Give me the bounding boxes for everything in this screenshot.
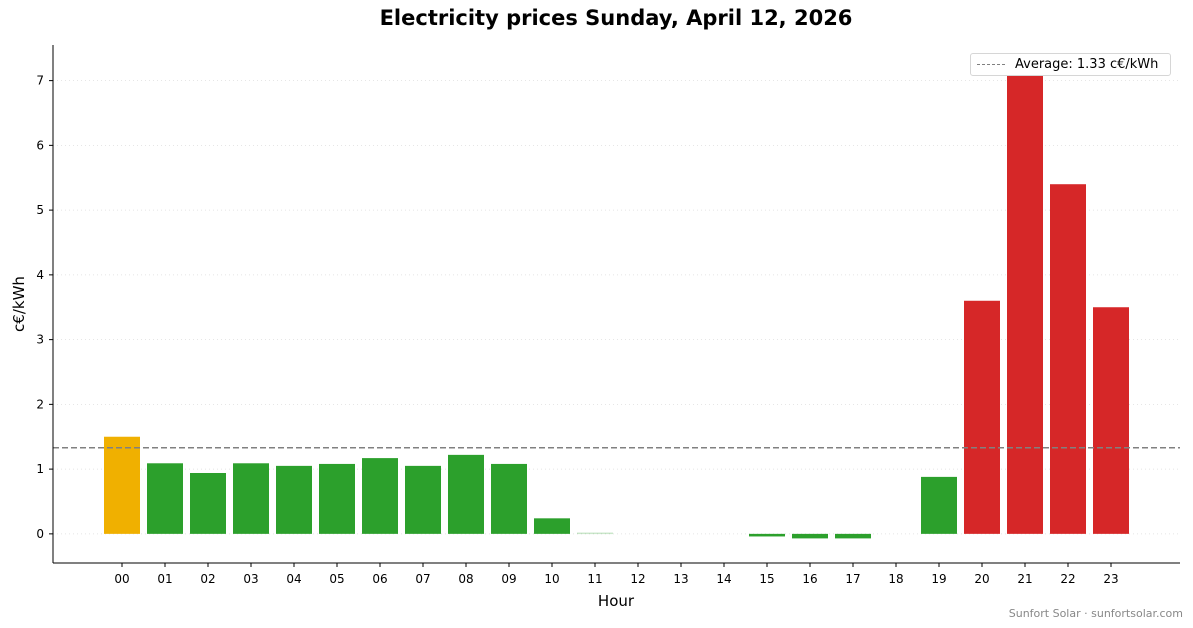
x-tick-label: 05 — [329, 572, 344, 586]
bar-hour-11 — [577, 532, 613, 535]
x-tick-label: 18 — [888, 572, 903, 586]
legend-label: Average: 1.33 c€/kWh — [1015, 57, 1159, 72]
y-tick-label: 6 — [36, 138, 44, 152]
footer-credit: Sunfort Solar · sunfortsolar.com — [1008, 607, 1183, 620]
y-tick-label: 2 — [36, 397, 44, 411]
x-tick-label: 08 — [458, 572, 473, 586]
bar-hour-05 — [319, 463, 355, 534]
x-tick-label: 16 — [802, 572, 817, 586]
x-tick-label: 11 — [587, 572, 602, 586]
bar-hour-02 — [190, 472, 226, 534]
bar-hour-17 — [835, 533, 871, 539]
legend: Average: 1.33 c€/kWh — [970, 53, 1171, 76]
x-tick-label: 00 — [114, 572, 129, 586]
x-ticks: 00 01 02 03 04 05 06 07 08 09 10 11 12 13 14 15 16 17 18 19… — [114, 563, 1119, 586]
y-tick-label: 1 — [36, 462, 44, 476]
x-tick-label: 21 — [1017, 572, 1032, 586]
legend-average-line-swatch — [977, 64, 1005, 65]
chart-title: Electricity prices Sunday, April 12, 202… — [379, 6, 853, 30]
axes — [52, 45, 1180, 564]
x-tick-label: 13 — [673, 572, 688, 586]
x-tick-label: 17 — [845, 572, 860, 586]
x-tick-label: 14 — [716, 572, 731, 586]
x-tick-label: 07 — [415, 572, 430, 586]
x-tick-label: 01 — [157, 572, 172, 586]
y-tick-label: 0 — [36, 527, 44, 541]
y-ticks: 0 1 2 3 4 5 6 7 — [36, 74, 53, 541]
bar-hour-16 — [792, 533, 828, 539]
y-tick-label: 7 — [36, 74, 44, 88]
x-tick-label: 12 — [630, 572, 645, 586]
y-tick-label: 4 — [36, 268, 44, 282]
x-tick-label: 15 — [759, 572, 774, 586]
x-tick-label: 03 — [243, 572, 258, 586]
bar-hour-22 — [1050, 184, 1086, 534]
x-tick-label: 20 — [974, 572, 989, 586]
bar-hour-07 — [405, 465, 441, 534]
x-tick-label: 10 — [544, 572, 559, 586]
bar-hour-20 — [964, 300, 1000, 534]
x-axis-label: Hour — [598, 592, 635, 610]
bar-hour-23 — [1093, 307, 1129, 534]
bar-hour-21 — [1007, 74, 1043, 534]
x-tick-label: 09 — [501, 572, 516, 586]
bar-hour-01 — [147, 463, 183, 534]
bars — [104, 74, 1129, 539]
x-tick-label: 06 — [372, 572, 387, 586]
x-tick-label: 23 — [1103, 572, 1118, 586]
bar-hour-03 — [233, 463, 269, 534]
bar-hour-15 — [749, 533, 785, 537]
x-tick-label: 04 — [286, 572, 301, 586]
x-tick-label: 19 — [931, 572, 946, 586]
bar-hour-06 — [362, 458, 398, 534]
bar-hour-04 — [276, 465, 312, 534]
bar-hour-10 — [534, 518, 570, 534]
y-tick-label: 3 — [36, 333, 44, 347]
y-tick-label: 5 — [36, 203, 44, 217]
bar-hour-08 — [448, 454, 484, 534]
bar-hour-19 — [921, 476, 957, 534]
bar-hour-00 — [104, 436, 140, 534]
x-tick-label: 02 — [200, 572, 215, 586]
bar-hour-09 — [491, 463, 527, 534]
x-tick-label: 22 — [1060, 572, 1075, 586]
y-axis-label: c€/kWh — [10, 276, 28, 332]
